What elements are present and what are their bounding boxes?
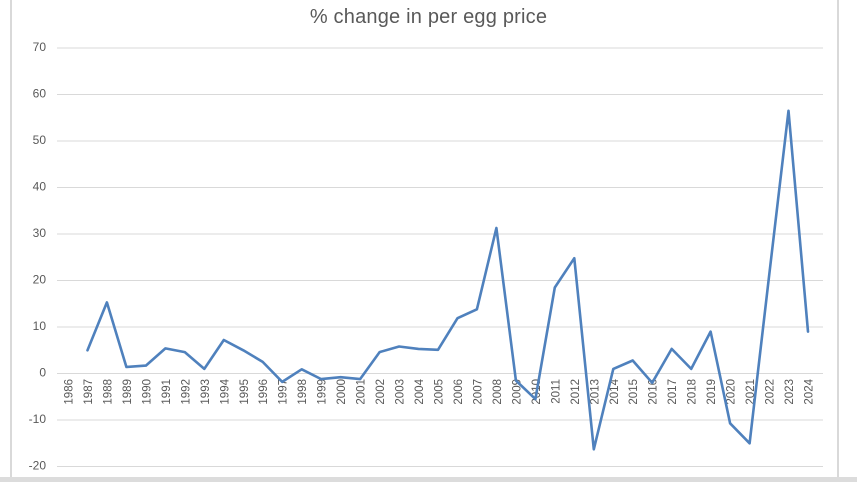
x-axis-tick-label: 1990 [141, 379, 153, 405]
x-axis-tick-label: 1993 [200, 379, 212, 405]
x-axis-tick-label: 2003 [395, 379, 407, 405]
x-axis-tick-label: 1996 [258, 379, 270, 405]
x-axis-tick-label: 2008 [492, 379, 504, 405]
x-axis-tick-label: 1991 [161, 379, 173, 405]
chart-border-left [10, 0, 12, 478]
chart-border-right [837, 0, 839, 478]
x-axis-tick-label: 1994 [219, 378, 231, 404]
y-axis-tick-label: -10 [29, 412, 47, 426]
x-axis-tick-label: 2004 [414, 378, 426, 404]
x-axis-tick-label: 1997 [278, 379, 290, 405]
x-axis-tick-label: 2017 [667, 379, 679, 405]
x-axis-tick-label: 2020 [726, 379, 738, 405]
x-axis-tick-label: 1989 [122, 379, 134, 405]
x-axis-tick-label: 1988 [102, 379, 114, 405]
x-axis-tick-label: 2006 [453, 379, 465, 405]
x-axis-tick-label: 2016 [648, 379, 660, 405]
y-axis-tick-label: 50 [33, 133, 47, 147]
chart-border-bottom [0, 477, 857, 482]
x-axis-tick-label: 2022 [765, 379, 777, 405]
y-axis-tick-label: 10 [33, 319, 47, 333]
x-axis-tick-label: 2012 [570, 379, 582, 405]
y-axis-tick-label: 70 [33, 40, 47, 54]
x-axis-tick-label: 1999 [317, 379, 329, 405]
x-axis-tick-label: 2002 [375, 379, 387, 405]
x-axis-tick-label: 1987 [83, 379, 95, 405]
y-axis-tick-label: 60 [33, 87, 47, 101]
y-axis-tick-label: 20 [33, 273, 47, 287]
chart-title: % change in per egg price [309, 6, 548, 28]
y-axis-tick-label: -20 [29, 459, 47, 473]
x-axis-tick-label: 1995 [239, 379, 251, 405]
x-axis-tick-label: 2005 [434, 379, 446, 405]
data-series-line [86, 109, 810, 451]
y-axis-tick-label: 40 [33, 180, 47, 194]
x-axis-tick-label: 2001 [356, 379, 368, 405]
x-axis-tick-label: 2018 [687, 379, 699, 405]
x-axis-tick-label: 1986 [64, 379, 76, 405]
x-axis-tick-label: 2023 [784, 379, 796, 405]
y-axis-tick-label: 0 [39, 366, 46, 380]
x-axis-tick-label: 2000 [336, 379, 348, 405]
x-axis-tick-label: 2014 [609, 378, 621, 404]
y-axis-tick-label: 30 [33, 226, 47, 240]
x-axis-tick-label: 1992 [180, 379, 192, 405]
x-axis-tick-label: 2015 [628, 379, 640, 405]
x-axis-tick-label: 2013 [589, 379, 601, 405]
x-axis-tick-label: 2019 [706, 379, 718, 405]
x-axis-tick-label: 2007 [472, 379, 484, 405]
x-axis-tick-label: 1998 [297, 379, 309, 405]
x-axis-tick-label: 2024 [804, 378, 816, 404]
x-axis-tick-label: 2011 [550, 379, 562, 404]
